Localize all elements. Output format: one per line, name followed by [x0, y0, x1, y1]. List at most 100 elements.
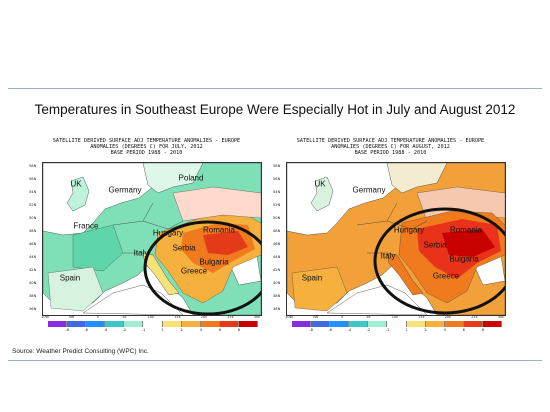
- color-legend: [292, 321, 503, 327]
- longitude-tick-label: 20E: [444, 315, 452, 319]
- longitude-labels: 10W 5W 0 5E 10E 15E 20E 25E 30E: [41, 315, 261, 320]
- longitude-tick-label: 5E: [366, 315, 371, 319]
- legend-swatch: [406, 321, 426, 327]
- august-map-panel: SATELLITE DERIVED SURFACE ADJ TEMPERATUR…: [272, 138, 509, 333]
- latitude-tick-label: 50N: [273, 216, 281, 220]
- longitude-tick-label: 10E: [147, 315, 155, 319]
- latitude-tick-label: 38N: [273, 294, 281, 298]
- legend-swatch: [444, 321, 464, 327]
- color-legend: [48, 321, 259, 327]
- latitude-tick-label: 36N: [273, 307, 281, 311]
- header-line-3: BASE PERIOD 1988 - 2010: [110, 150, 183, 157]
- legend-tick-label: 8: [481, 328, 485, 332]
- legend-tick-label: -2: [122, 328, 127, 332]
- legend-tick-label: -1: [141, 328, 146, 332]
- august-map-header: SATELLITE DERIVED SURFACE ADJ TEMPERATUR…: [272, 138, 509, 157]
- latitude-tick-label: 42N: [29, 268, 37, 272]
- longitude-tick-label: 20E: [200, 315, 208, 319]
- longitude-tick-label: 25E: [471, 315, 478, 319]
- country-label-greece: Greece: [432, 271, 460, 281]
- legend-swatch: [67, 321, 87, 327]
- country-label-bulgaria: Bulgaria: [449, 254, 479, 264]
- legend-labels: -8 -6 -4 -2 -1 1 2 4 6 8: [292, 328, 502, 333]
- latitude-tick-label: 44N: [29, 255, 37, 259]
- legend-tick-label: -6: [84, 328, 88, 332]
- legend-tick-label: 1: [161, 328, 164, 332]
- top-rule: [8, 88, 542, 89]
- legend-tick-label: -4: [103, 328, 108, 332]
- longitude-tick-label: 5E: [122, 315, 127, 319]
- bottom-rule: [8, 360, 542, 361]
- latitude-tick-label: 46N: [273, 242, 281, 246]
- header-line-1: SATELLITE DERIVED SURFACE ADJ TEMPERATUR…: [296, 138, 485, 144]
- longitude-tick-label: 10W: [41, 315, 49, 319]
- longitude-tick-label: 30E: [253, 315, 261, 319]
- legend-swatch: [311, 321, 331, 327]
- country-label-hungary: Hungary: [393, 225, 425, 235]
- july-map-panel: SATELLITE DERIVED SURFACE ADJ TEMPERATUR…: [28, 138, 265, 333]
- august-map-graphic: [287, 163, 505, 315]
- latitude-tick-label: 44N: [273, 255, 281, 259]
- country-label-romania: Romania: [449, 225, 483, 235]
- latitude-tick-label: 50N: [29, 216, 37, 220]
- july-map-graphic: [43, 163, 261, 315]
- legend-swatch: [482, 321, 503, 327]
- longitude-tick-label: 10E: [391, 315, 399, 319]
- latitude-tick-label: 48N: [29, 229, 37, 233]
- legend-tick-label: 6: [462, 328, 465, 332]
- legend-tick-label: 4: [443, 328, 446, 332]
- header-line-1: SATELLITE DERIVED SURFACE ADJ TEMPERATUR…: [52, 138, 241, 144]
- legend-swatch: [425, 321, 445, 327]
- legend-swatch: [143, 321, 163, 327]
- legend-swatch: [124, 321, 144, 327]
- latitude-tick-label: 42N: [273, 268, 281, 272]
- legend-swatch: [330, 321, 350, 327]
- legend-tick-label: -8: [309, 328, 313, 332]
- legend-tick-label: 4: [199, 328, 202, 332]
- latitude-tick-label: 56N: [273, 177, 281, 181]
- latitude-tick-label: 58N: [29, 164, 37, 168]
- header-line-2: ANOMALIES (DEGREES C) FOR AUGUST, 2012: [331, 144, 450, 151]
- country-label-uk: UK: [70, 179, 82, 189]
- legend-swatch: [292, 321, 312, 327]
- legend-swatch: [181, 321, 201, 327]
- latitude-tick-label: 52N: [29, 203, 37, 207]
- latitude-tick-label: 58N: [273, 164, 281, 168]
- country-label-romania: Romania: [202, 225, 236, 235]
- country-label-germany: Germany: [108, 185, 142, 195]
- legend-swatch: [105, 321, 125, 327]
- longitude-tick-label: 25E: [227, 315, 234, 319]
- latitude-tick-label: 40N: [273, 281, 281, 285]
- country-label-greece: Greece: [180, 266, 208, 276]
- longitude-tick-label: 15E: [418, 315, 425, 319]
- july-map-header: SATELLITE DERIVED SURFACE ADJ TEMPERATUR…: [28, 138, 265, 157]
- legend-swatch: [219, 321, 239, 327]
- longitude-labels: 10W 5W 0 5E 10E 15E 20E 25E 30E: [285, 315, 505, 320]
- latitude-tick-label: 46N: [29, 242, 37, 246]
- latitude-tick-label: 40N: [29, 281, 37, 285]
- legend-tick-label: 2: [180, 328, 183, 332]
- longitude-tick-label: 30E: [497, 315, 505, 319]
- longitude-tick-label: 10W: [285, 315, 293, 319]
- legend-tick-label: -4: [347, 328, 352, 332]
- legend-tick-label: 1: [405, 328, 408, 332]
- country-label-france: France: [73, 221, 99, 231]
- legend-swatch: [238, 321, 259, 327]
- longitude-tick-label: 15E: [174, 315, 181, 319]
- latitude-tick-label: 56N: [29, 177, 37, 181]
- latitude-tick-label: 52N: [273, 203, 281, 207]
- legend-swatch: [387, 321, 407, 327]
- legend-tick-label: 2: [424, 328, 427, 332]
- header-line-3: BASE PERIOD 1988 - 2010: [354, 150, 427, 157]
- latitude-tick-label: 36N: [29, 307, 37, 311]
- country-label-bulgaria: Bulgaria: [199, 257, 229, 267]
- country-label-serbia: Serbia: [172, 243, 196, 253]
- july-anomaly-map: [42, 162, 262, 316]
- country-label-uk: UK: [314, 179, 326, 189]
- latitude-tick-label: 54N: [273, 190, 281, 194]
- legend-swatch: [162, 321, 182, 327]
- legend-swatch: [86, 321, 106, 327]
- longitude-tick-label: 5W: [68, 315, 75, 319]
- slide-title: Temperatures in Southeast Europe Were Es…: [34, 102, 516, 117]
